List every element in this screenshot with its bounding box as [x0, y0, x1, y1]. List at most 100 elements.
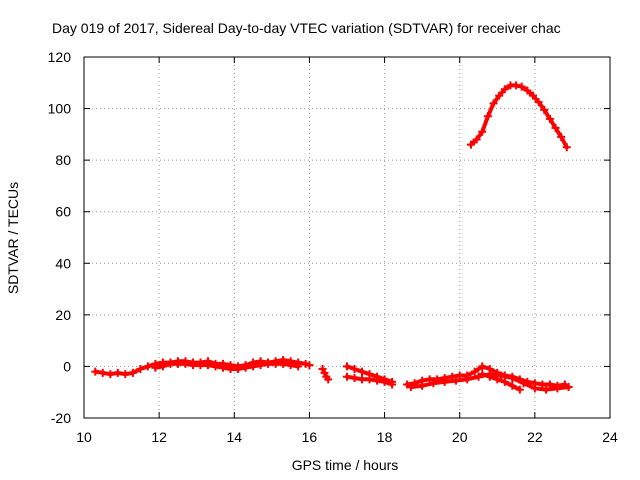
data-point: [305, 361, 314, 370]
data-point: [121, 370, 130, 379]
data-point: [440, 377, 449, 386]
plot-frame: [83, 56, 611, 419]
data-point: [219, 363, 228, 372]
data-point: [234, 365, 243, 374]
data-point: [472, 135, 481, 144]
data-point: [211, 362, 220, 371]
data-point: [530, 384, 539, 393]
data-point: [373, 376, 382, 385]
data-point: [301, 359, 310, 368]
x-tick-label: 12: [151, 429, 167, 445]
data-point: [485, 372, 494, 381]
data-point: [466, 140, 475, 149]
data-point: [343, 362, 351, 371]
data-point: [553, 384, 562, 393]
data-point: [365, 375, 374, 384]
data-point: [534, 98, 543, 107]
data-point: [256, 361, 265, 370]
data-point: [512, 81, 521, 90]
data-point: [429, 379, 438, 388]
data-point: [136, 365, 145, 374]
data-point: [181, 359, 190, 368]
y-tick-label: 40: [55, 255, 71, 271]
data-point: [515, 385, 524, 394]
y-tick-label: 20: [55, 307, 71, 323]
y-tick-label: 120: [48, 49, 72, 65]
data-point: [463, 375, 472, 384]
data-point: [249, 362, 258, 371]
data-point: [196, 361, 205, 370]
x-tick-label: 10: [76, 429, 92, 445]
data-point: [495, 91, 504, 100]
data-point: [128, 368, 137, 377]
x-tick-label: 14: [226, 429, 242, 445]
data-point: [350, 374, 359, 383]
data-point: [542, 385, 551, 394]
x-tick-label: 22: [527, 429, 543, 445]
y-tick-label: 0: [63, 358, 71, 374]
data-point: [241, 363, 250, 372]
data-point: [418, 381, 427, 390]
data-point: [483, 112, 492, 121]
data-point: [545, 114, 554, 123]
data-point: [166, 359, 175, 368]
data-point: [528, 91, 537, 100]
data-point: [517, 82, 526, 91]
data-point: [158, 362, 167, 371]
data-point: [478, 127, 487, 136]
data-point: [478, 370, 487, 379]
y-axis-label: SDTVAR / TECUs: [5, 182, 21, 294]
data-point: [358, 367, 367, 376]
data-point: [551, 123, 560, 132]
data-point: [523, 86, 532, 95]
data-point: [388, 380, 397, 389]
x-axis-label: GPS time / hours: [292, 457, 399, 473]
data-point: [113, 368, 122, 377]
data-point: [151, 363, 160, 372]
data-point: [226, 365, 235, 374]
data-point: [343, 372, 351, 381]
data-point: [324, 375, 333, 384]
y-tick-label: 60: [55, 204, 71, 220]
data-point: [279, 359, 288, 368]
data-point: [106, 370, 115, 379]
tick-labels: 10 12 14 16 18 20 22 24 -20 0 20 40 60 80 100 120: [48, 49, 618, 445]
data-point: [497, 371, 506, 380]
ticks: [83, 56, 611, 419]
series-arc-evening-3: [478, 370, 524, 394]
series-arc-17-18b: [343, 372, 397, 389]
data-point: [557, 132, 566, 141]
x-tick-label: 16: [302, 429, 318, 445]
data-point: [143, 362, 152, 371]
data-point: [470, 367, 479, 376]
series-arc-high: [466, 81, 571, 152]
y-tick-label: 80: [55, 152, 71, 168]
data-point: [564, 383, 573, 392]
chart-title: Day 019 of 2017, Sidereal Day-to-day VTE…: [52, 20, 561, 36]
data-point: [562, 143, 571, 152]
data-point: [451, 376, 460, 385]
data-point: [91, 367, 100, 376]
data-point: [489, 99, 498, 108]
data-point: [493, 375, 502, 384]
series-arc-main-2: [151, 359, 303, 374]
series-group: [91, 81, 573, 394]
data-point: [540, 105, 549, 114]
data-point: [500, 85, 509, 94]
grid: [84, 57, 610, 418]
data-point: [294, 362, 303, 371]
data-point: [264, 359, 273, 368]
data-point: [519, 379, 528, 388]
data-point: [286, 361, 295, 370]
y-tick-label: -20: [51, 410, 71, 426]
x-tick-label: 20: [452, 429, 468, 445]
data-point: [538, 380, 547, 389]
data-point: [478, 362, 487, 371]
x-tick-label: 24: [602, 429, 618, 445]
series-arc-short-16h: [318, 365, 333, 384]
data-point: [380, 377, 389, 386]
data-point: [406, 383, 415, 392]
data-point: [188, 361, 197, 370]
data-point: [455, 371, 464, 380]
data-point: [98, 368, 107, 377]
